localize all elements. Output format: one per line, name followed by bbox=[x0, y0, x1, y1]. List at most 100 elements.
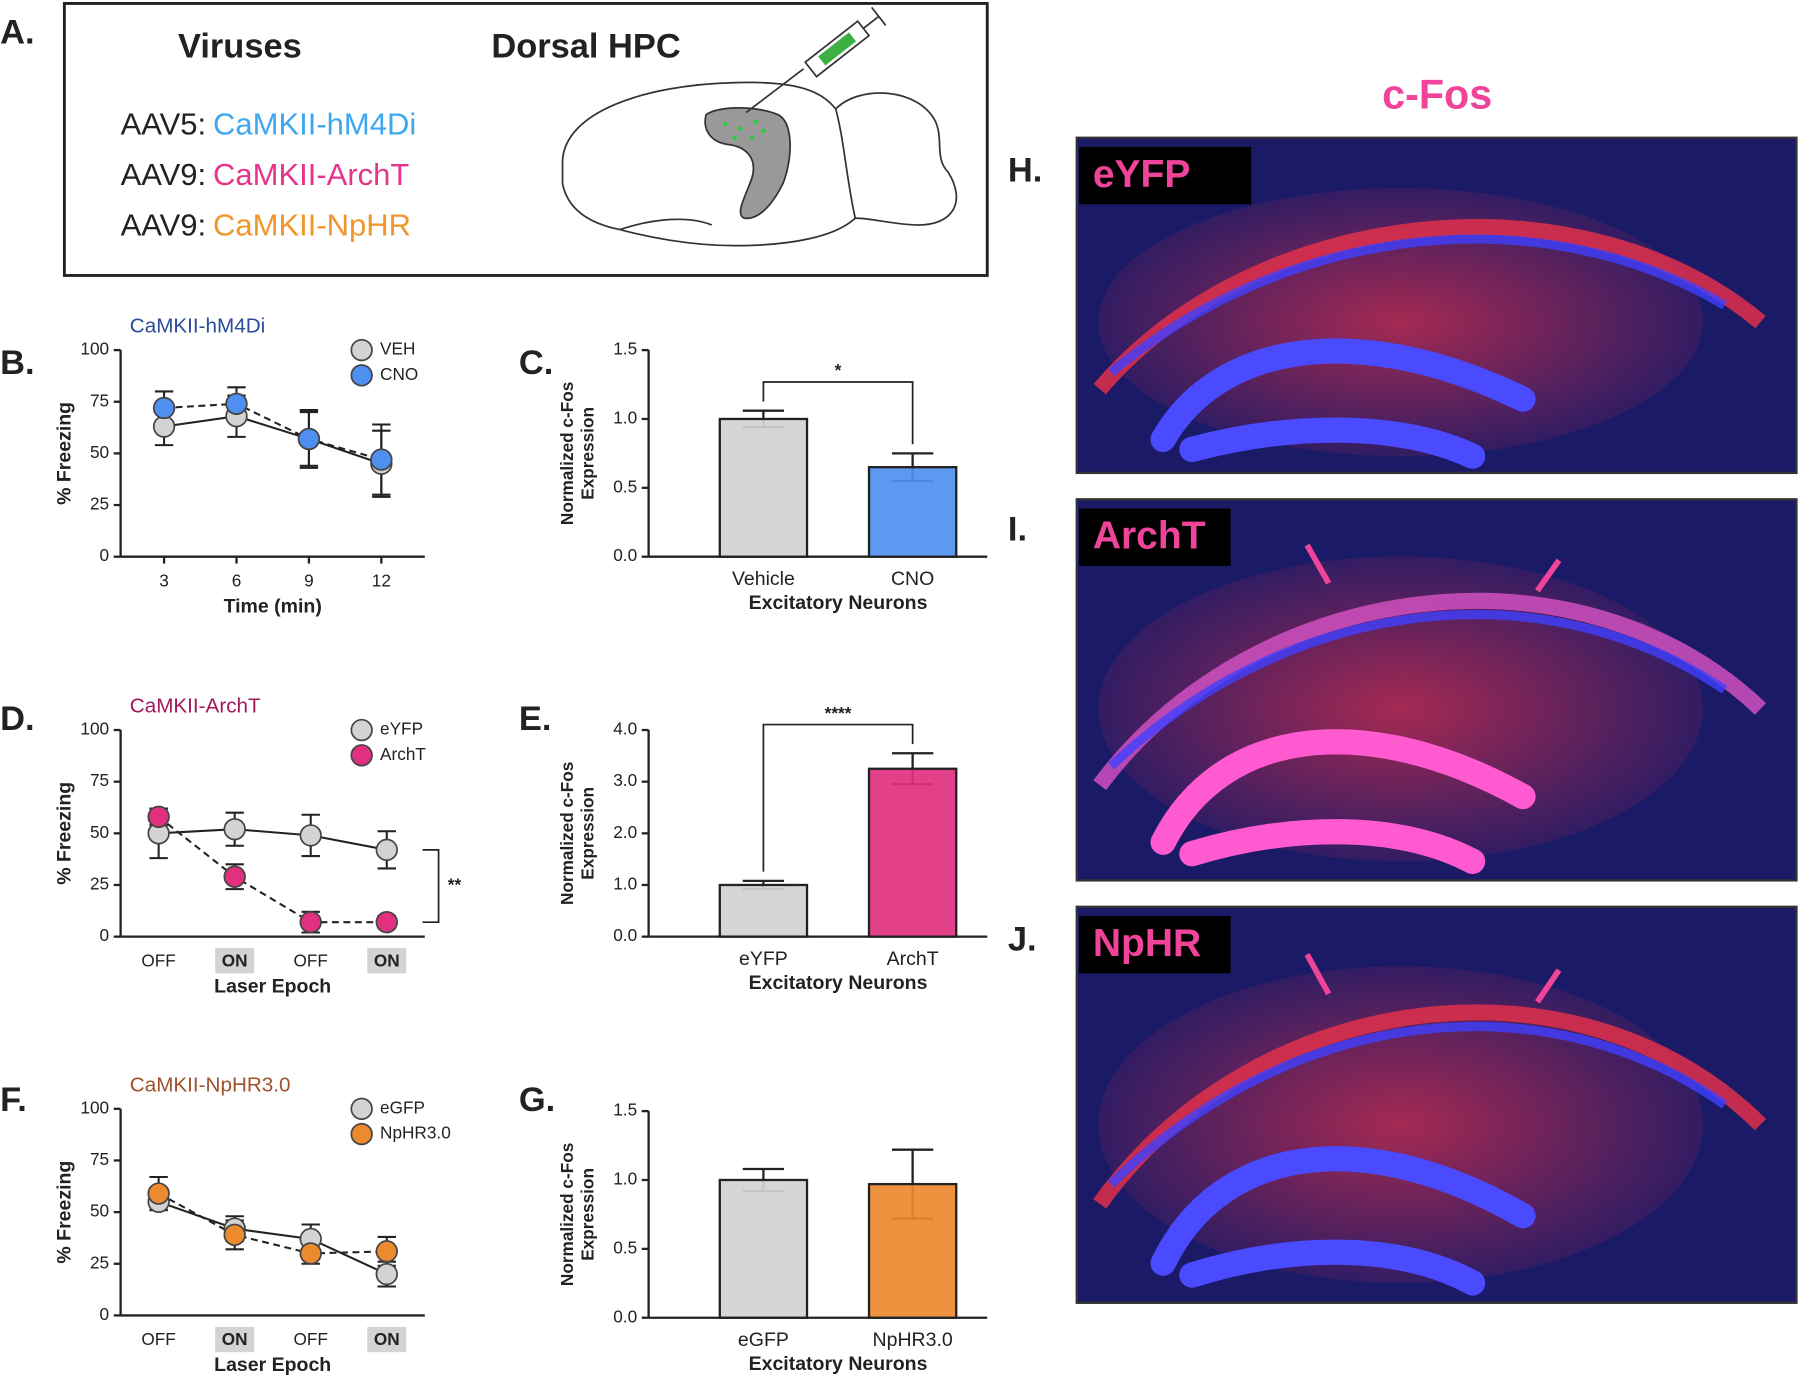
significance-bracket bbox=[762, 381, 914, 445]
micrographs: eYFP ArchT NpHR bbox=[1075, 136, 1798, 1304]
x-tick-label: Vehicle bbox=[732, 568, 795, 590]
panel-letter: B. bbox=[0, 344, 34, 382]
bar bbox=[867, 466, 958, 558]
y-tick-label: 25 bbox=[90, 1252, 109, 1272]
charts: 3 6 9 12 0 25 50 75 100 Time (min) % Freezing CaMKI… bbox=[54, 315, 988, 1376]
panel-letter: J. bbox=[1008, 920, 1037, 958]
series-line bbox=[163, 415, 382, 465]
legend-marker bbox=[350, 338, 373, 362]
dentate-gyrus bbox=[1150, 338, 1536, 469]
y-tick-label: 0.5 bbox=[613, 1237, 637, 1257]
significance-label: **** bbox=[825, 703, 852, 723]
x-axis-label: Laser Epoch bbox=[214, 1354, 331, 1376]
marker bbox=[223, 1223, 246, 1247]
legend-label: CNO bbox=[380, 364, 418, 384]
legend-label: eYFP bbox=[380, 719, 423, 739]
y-axis-label: % Freezing bbox=[54, 402, 76, 505]
y-tick-label: 2.0 bbox=[613, 822, 637, 842]
y-tick-label: 50 bbox=[90, 1201, 109, 1221]
panel-letter: C. bbox=[519, 344, 553, 382]
series-line bbox=[158, 1200, 388, 1276]
ca-marker bbox=[1535, 558, 1562, 593]
panel-letter: E. bbox=[519, 700, 552, 738]
y-axis-label: Expression bbox=[577, 1168, 597, 1261]
y-axis-label: Expression bbox=[577, 787, 597, 880]
y-tick-label: 75 bbox=[90, 770, 109, 790]
bar bbox=[867, 1182, 958, 1319]
y-axis-label: Normalized c-Fos bbox=[557, 762, 577, 905]
micrograph: NpHR bbox=[1075, 905, 1798, 1304]
virus-line: AAV5: CaMKII-hM4Di bbox=[121, 106, 417, 141]
micrograph: eYFP bbox=[1075, 136, 1798, 475]
y-tick-label: 0 bbox=[100, 1304, 110, 1324]
y-tick-label: 4.0 bbox=[613, 719, 637, 739]
legend-marker bbox=[350, 364, 373, 387]
ca-marker bbox=[1304, 543, 1332, 585]
y-tick-label: 1.0 bbox=[613, 1169, 637, 1189]
x-tick-label: 6 bbox=[232, 571, 242, 591]
y-tick-label: 25 bbox=[90, 494, 109, 514]
series-line bbox=[157, 815, 387, 924]
x-tick-label: ON bbox=[374, 1329, 400, 1349]
chart-title: CaMKII-ArchT bbox=[130, 695, 261, 718]
image-label: ArchT bbox=[1093, 515, 1206, 558]
legend-label: NpHR3.0 bbox=[380, 1123, 451, 1143]
series-line bbox=[164, 402, 382, 461]
heading: Viruses bbox=[178, 27, 302, 65]
x-tick-label: eYFP bbox=[739, 948, 788, 970]
serotype: AAV9: bbox=[121, 207, 207, 242]
series-line bbox=[158, 828, 387, 851]
marker bbox=[225, 392, 248, 416]
x-tick-label: 3 bbox=[159, 571, 169, 591]
y-tick-label: 50 bbox=[90, 442, 109, 462]
serotype: AAV9: bbox=[121, 157, 207, 192]
x-tick-label: NpHR3.0 bbox=[873, 1329, 953, 1351]
y-tick-label: 0 bbox=[100, 925, 110, 945]
marker bbox=[375, 1262, 398, 1286]
chart-title: CaMKII-NpHR3.0 bbox=[130, 1073, 291, 1096]
y-tick-label: 100 bbox=[80, 719, 109, 739]
construct: CaMKII-ArchT bbox=[213, 157, 409, 192]
marker bbox=[370, 448, 393, 471]
legend-label: ArchT bbox=[380, 744, 426, 764]
marker bbox=[375, 1240, 398, 1263]
marker bbox=[375, 838, 398, 862]
marker bbox=[147, 1182, 170, 1205]
y-tick-label: 1.5 bbox=[613, 339, 637, 359]
bar bbox=[718, 417, 809, 558]
category-highlight bbox=[215, 948, 255, 974]
construct: CaMKII-NpHR bbox=[213, 207, 411, 242]
panel-letter: H. bbox=[1008, 151, 1042, 189]
image-label: eYFP bbox=[1093, 153, 1191, 196]
significance-bracket bbox=[762, 723, 914, 872]
legend-marker bbox=[350, 744, 373, 767]
marker bbox=[223, 818, 246, 841]
heading: Dorsal HPC bbox=[491, 27, 680, 65]
y-tick-label: 0.0 bbox=[613, 545, 637, 565]
category-highlight bbox=[215, 1326, 255, 1353]
y-tick-label: 50 bbox=[90, 822, 109, 842]
marker bbox=[152, 415, 176, 438]
cell-layer bbox=[1093, 219, 1766, 395]
significance-label: ** bbox=[448, 875, 462, 895]
y-tick-label: 1.0 bbox=[613, 874, 637, 894]
y-tick-label: 0.5 bbox=[613, 476, 637, 496]
y-tick-label: 1.0 bbox=[613, 408, 637, 428]
images-title: c-Fos bbox=[1382, 71, 1492, 117]
x-tick-label: OFF bbox=[294, 1329, 328, 1349]
y-axis-label: % Freezing bbox=[54, 1161, 76, 1264]
construct: CaMKII-hM4Di bbox=[213, 106, 416, 141]
legend-marker bbox=[350, 718, 373, 742]
x-axis-label: Time (min) bbox=[224, 595, 322, 617]
image-label: NpHR bbox=[1093, 922, 1201, 965]
y-tick-label: 0 bbox=[100, 545, 110, 565]
cell-layer-blue bbox=[1108, 609, 1728, 770]
dentate-gyrus bbox=[1150, 1146, 1536, 1296]
marker bbox=[152, 396, 176, 420]
x-tick-label: 9 bbox=[304, 571, 314, 591]
y-tick-label: 1.5 bbox=[613, 1100, 637, 1120]
significance-label: * bbox=[835, 360, 842, 380]
cell-layer-blue bbox=[1107, 1021, 1728, 1188]
